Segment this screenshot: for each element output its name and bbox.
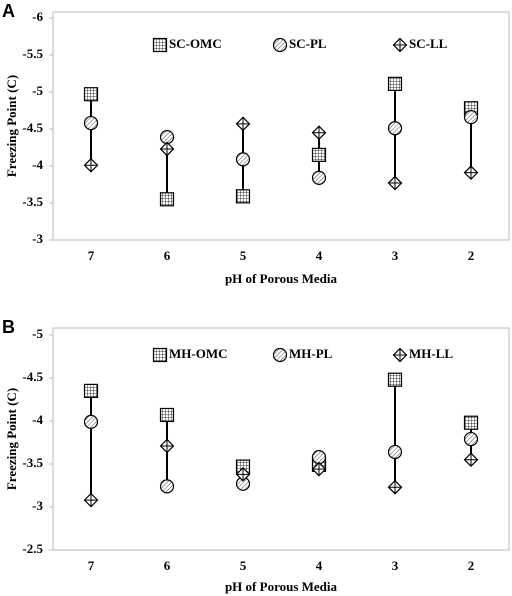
y-tick-label: -4.5 [22, 120, 43, 135]
y-tick-label: -4 [32, 157, 43, 172]
plot-frame [52, 327, 510, 551]
x-tick-label: 3 [392, 558, 399, 573]
y-axis-title: Freezing Point (C) [4, 75, 19, 177]
y-tick-label: -3.5 [22, 194, 43, 209]
point [311, 450, 327, 465]
x-tick-label: 5 [240, 248, 247, 263]
x-tick-label: 4 [316, 248, 323, 263]
y-tick-label: -5 [32, 326, 43, 341]
x-tick-label: 5 [240, 558, 247, 573]
y-tick-label: -3 [32, 231, 43, 246]
point [463, 165, 479, 181]
x-tick-label: 2 [468, 248, 475, 263]
point [159, 407, 175, 423]
legend-label: MH-PL [289, 346, 333, 361]
y-tick-label: -4.5 [22, 369, 43, 384]
point [83, 87, 99, 102]
legend-label: SC-OMC [169, 36, 222, 51]
x-tick-label: 4 [316, 558, 323, 573]
point [387, 76, 403, 91]
legend-label: SC-PL [289, 36, 327, 51]
x-tick-label: 6 [164, 248, 171, 263]
legend-label: MH-OMC [169, 346, 227, 361]
panel-label: A [2, 1, 15, 21]
legend-label: SC-LL [409, 36, 448, 51]
y-tick-label: -3.5 [22, 455, 43, 470]
x-axis-title: pH of Porous Media [225, 271, 338, 286]
point [83, 157, 99, 173]
point [83, 414, 99, 429]
point [159, 438, 175, 454]
point [387, 372, 403, 387]
point [235, 466, 251, 482]
point [463, 415, 479, 430]
point [387, 444, 403, 460]
legend-marker [392, 37, 408, 53]
point [159, 479, 175, 494]
point [311, 125, 327, 141]
point [159, 141, 175, 157]
point [311, 170, 327, 185]
legend-marker [152, 37, 168, 53]
point [235, 116, 251, 132]
point [235, 189, 251, 204]
x-tick-label: 7 [88, 558, 95, 573]
point [159, 192, 175, 207]
point [463, 110, 479, 125]
y-tick-label: -5 [32, 83, 43, 98]
y-tick-label: -4 [32, 412, 43, 427]
point [387, 175, 403, 191]
y-tick-label: -5.5 [22, 46, 43, 61]
legend-marker [392, 347, 408, 363]
point [387, 121, 403, 136]
y-tick-label: -3 [32, 498, 43, 513]
point [463, 431, 479, 447]
panel-label: B [2, 317, 15, 337]
legend-marker [272, 347, 288, 363]
y-tick-label: -6 [32, 9, 43, 24]
x-axis-title: pH of Porous Media [225, 579, 338, 594]
y-axis-title: Freezing Point (C) [4, 388, 19, 490]
point [83, 383, 99, 398]
point [235, 152, 251, 167]
plot-frame [52, 11, 510, 241]
y-tick-label: -2.5 [22, 541, 43, 556]
legend-marker [272, 37, 288, 53]
point [387, 479, 403, 495]
x-tick-label: 3 [392, 248, 399, 263]
x-tick-label: 2 [468, 558, 475, 573]
point [83, 492, 99, 508]
legend-label: MH-LL [409, 346, 453, 361]
point [83, 115, 99, 131]
point [311, 461, 327, 477]
x-tick-label: 7 [88, 248, 95, 263]
point [463, 452, 479, 468]
point [311, 147, 327, 162]
legend-marker [152, 347, 168, 363]
x-tick-label: 6 [164, 558, 171, 573]
